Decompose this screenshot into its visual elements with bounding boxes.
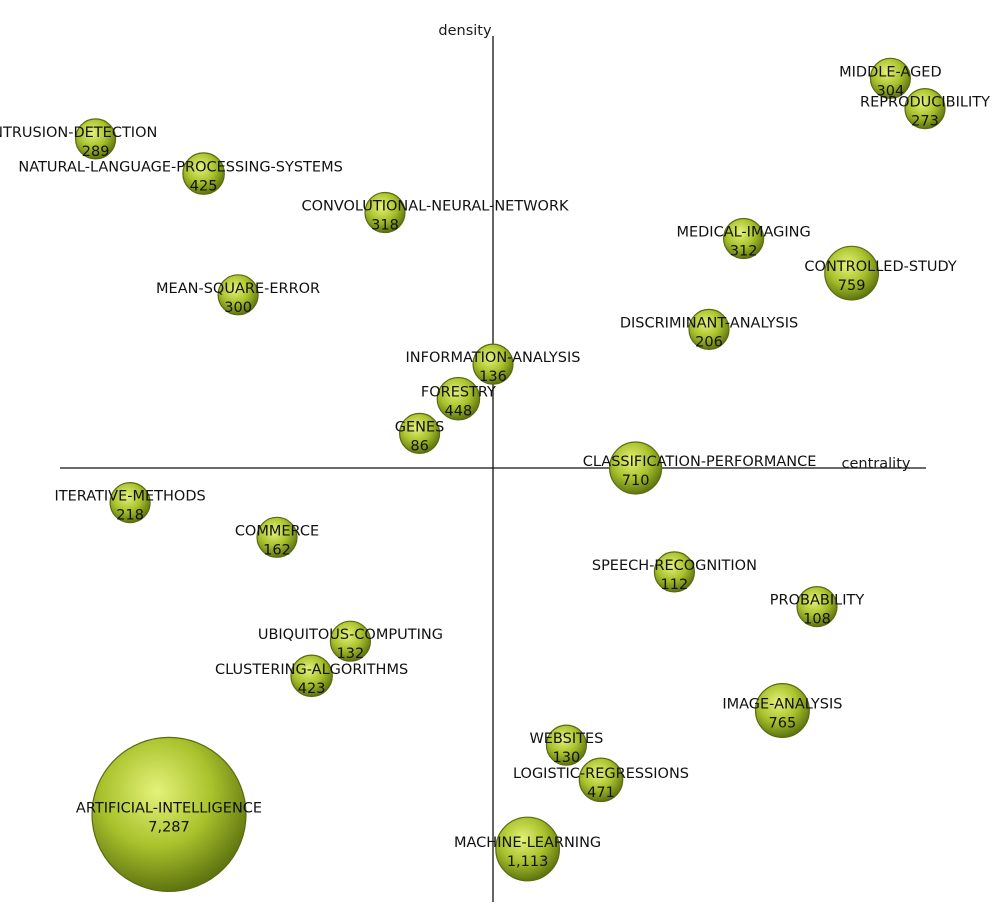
theme-value-label: 759 [838,278,866,294]
theme-name-label: UBIQUITOUS-COMPUTING [258,627,443,643]
theme-bubble[interactable] [824,245,879,301]
theme-name-label: MIDDLE-AGED [839,64,942,80]
theme-value-label: 300 [224,300,252,316]
theme-bubbles [74,57,946,893]
theme-name-label: PROBABILITY [770,593,865,609]
theme-value-label: 136 [479,369,507,385]
theme-bubble[interactable] [399,412,441,454]
theme-name-label: GENES [395,419,445,435]
theme-bubble[interactable] [545,724,588,766]
theme-name-label: CLUSTERING-ALGORITHMS [215,662,408,678]
theme-value-label: 108 [803,612,831,628]
theme-bubble[interactable] [329,620,371,662]
theme-name-label: CLASSIFICATION-PERFORMANCE [583,454,817,470]
theme-value-label: 318 [371,218,399,234]
theme-name-label: MACHINE-LEARNING [454,835,601,851]
theme-name-label: LOGISTIC-REGRESSIONS [513,766,689,782]
theme-bubble[interactable] [869,57,912,99]
theme-bubble[interactable] [653,551,696,593]
theme-bubble[interactable] [608,441,663,495]
theme-name-label: COMMERCE [235,523,319,539]
theme-bubble[interactable] [436,376,481,421]
theme-bubble[interactable] [91,736,247,893]
theme-bubble[interactable] [754,682,810,738]
theme-value-label: 206 [695,334,723,350]
theme-bubble[interactable] [904,87,946,130]
theme-name-label: CONTROLLED-STUDY [804,259,956,275]
theme-bubble[interactable] [256,516,298,558]
theme-value-label: 86 [410,438,428,454]
theme-name-label: WEBSITES [529,731,603,747]
theme-name-label: INFORMATION-ANALYSIS [406,350,581,366]
theme-value-label: 130 [553,750,581,766]
theme-name-label: NATURAL-LANGUAGE-PROCESSING-SYSTEMS [18,160,342,176]
theme-bubble[interactable] [217,274,259,316]
theme-name-label: CONVOLUTIONAL-NEURAL-NETWORK [301,199,569,215]
theme-name-label: DISCRIMINANT-ANALYSIS [620,315,798,331]
theme-name-label: IMAGE-ANALYSIS [722,697,842,713]
theme-name-label: MEDICAL-IMAGING [676,225,810,241]
theme-value-label: 710 [622,473,650,489]
theme-name-label: INTRUSION-DETECTION [0,125,157,141]
theme-value-label: 765 [769,716,797,732]
theme-bubble[interactable] [472,343,514,385]
theme-bubble[interactable] [796,585,838,628]
theme-value-label: 132 [337,646,365,662]
x-axis-label: centrality [842,456,911,472]
y-axis-label: density [438,23,492,39]
theme-value-label: 289 [82,144,110,160]
theme-value-label: 425 [190,179,218,195]
theme-bubble[interactable] [182,152,225,195]
theme-value-label: 312 [730,244,758,260]
theme-name-label: REPRODUCIBILITY [860,95,990,111]
theme-bubble[interactable] [364,191,406,234]
theme-value-label: 218 [116,508,144,524]
theme-value-label: 1,113 [507,854,549,870]
theme-value-label: 448 [445,404,473,420]
theme-bubble[interactable] [495,816,560,882]
theme-value-label: 112 [661,577,689,593]
theme-bubble[interactable] [722,217,765,260]
theme-value-label: 162 [263,542,291,558]
theme-name-label: FORESTRY [421,385,496,401]
theme-value-label: 7,287 [148,819,190,835]
theme-bubble[interactable] [109,482,151,524]
theme-value-label: 423 [298,681,326,697]
theme-name-label: SPEECH-RECOGNITION [592,558,757,574]
theme-name-label: ITERATIVE-METHODS [54,489,205,505]
theme-bubble[interactable] [74,118,117,160]
theme-value-label: 273 [911,114,939,130]
theme-bubble[interactable] [290,654,333,698]
theme-value-label: 471 [587,785,615,801]
theme-value-label: 304 [877,83,905,99]
theme-bubble[interactable] [578,757,624,803]
theme-name-label: ARTIFICIAL-INTELLIGENCE [76,800,262,816]
theme-name-label: MEAN-SQUARE-ERROR [156,281,320,297]
theme-bubble[interactable] [688,308,730,350]
